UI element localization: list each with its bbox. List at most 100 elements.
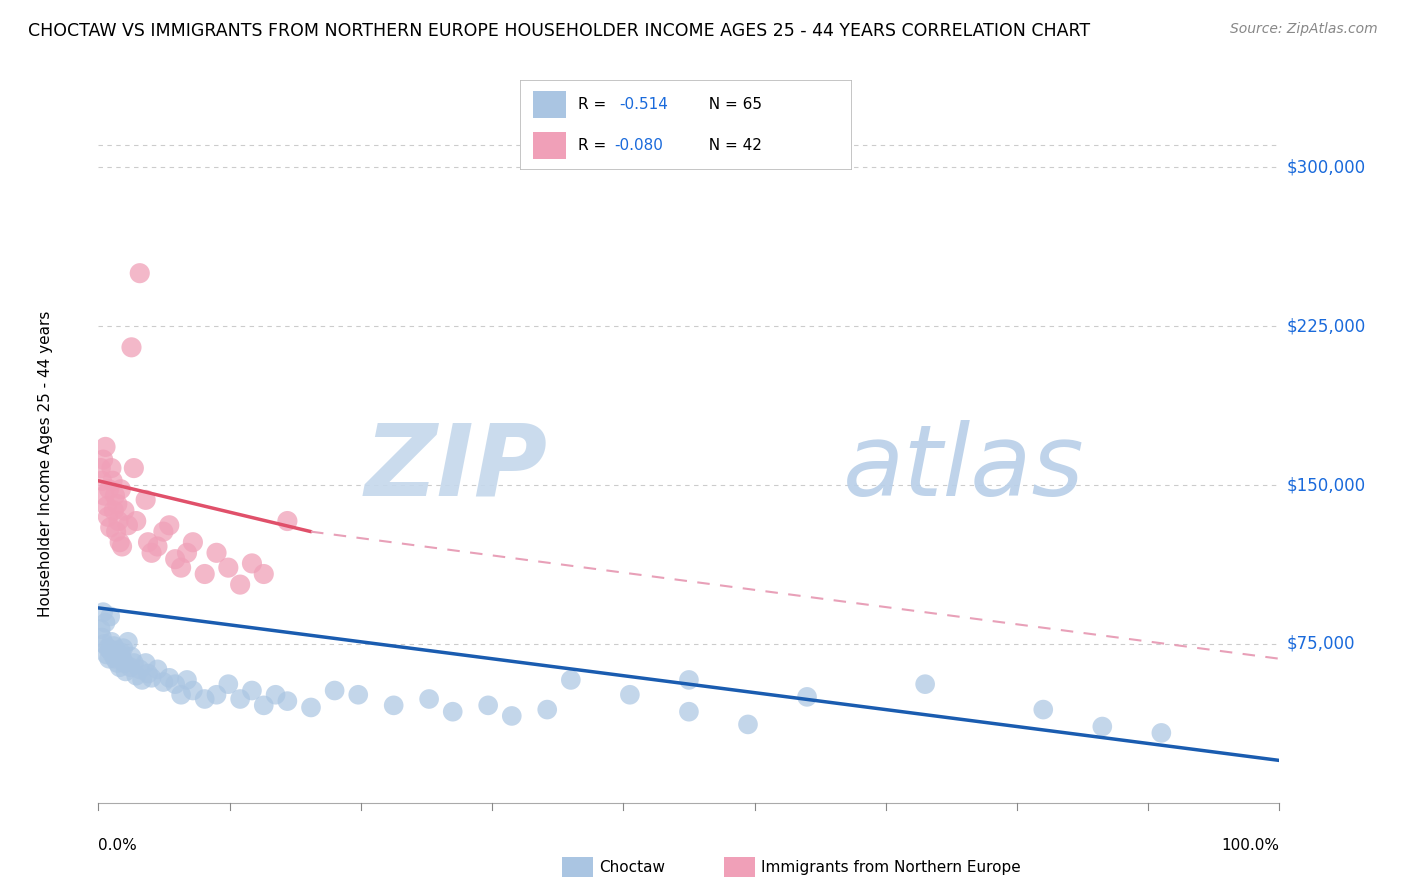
Bar xyxy=(533,132,567,159)
Text: CHOCTAW VS IMMIGRANTS FROM NORTHERN EUROPE HOUSEHOLDER INCOME AGES 25 - 44 YEARS: CHOCTAW VS IMMIGRANTS FROM NORTHERN EURO… xyxy=(28,22,1090,40)
Point xyxy=(152,524,174,539)
Text: atlas: atlas xyxy=(842,419,1084,516)
Point xyxy=(104,651,127,665)
Point xyxy=(91,474,114,488)
Text: Choctaw: Choctaw xyxy=(599,860,665,874)
Point xyxy=(112,656,135,670)
Point xyxy=(264,688,287,702)
Point xyxy=(1091,719,1114,733)
Point xyxy=(121,340,143,354)
Text: -0.080: -0.080 xyxy=(614,138,664,153)
Point xyxy=(217,560,239,574)
Point xyxy=(229,692,252,706)
Point xyxy=(181,683,204,698)
Point xyxy=(117,635,139,649)
Point xyxy=(501,709,523,723)
Point xyxy=(146,540,169,554)
Point xyxy=(240,557,263,571)
Text: N = 65: N = 65 xyxy=(699,97,762,112)
Point xyxy=(107,514,129,528)
Point xyxy=(104,489,127,503)
Point xyxy=(217,677,239,691)
Text: Source: ZipAtlas.com: Source: ZipAtlas.com xyxy=(1230,22,1378,37)
Point xyxy=(110,645,132,659)
Point xyxy=(170,560,193,574)
Point xyxy=(90,461,112,475)
Point xyxy=(91,452,114,467)
Point xyxy=(108,660,131,674)
Point xyxy=(1150,726,1173,740)
Text: $225,000: $225,000 xyxy=(1286,318,1365,335)
Text: R =: R = xyxy=(578,138,612,153)
Point xyxy=(382,698,405,713)
Bar xyxy=(533,91,567,118)
Point xyxy=(125,514,148,528)
Point xyxy=(117,518,139,533)
Point xyxy=(536,703,558,717)
Point xyxy=(240,683,263,698)
Text: ZIP: ZIP xyxy=(364,419,547,516)
Text: N = 42: N = 42 xyxy=(699,138,762,153)
Point xyxy=(103,639,125,653)
Point xyxy=(135,656,157,670)
Point xyxy=(112,503,135,517)
Text: $150,000: $150,000 xyxy=(1286,476,1365,494)
Point xyxy=(152,675,174,690)
Point xyxy=(122,656,145,670)
Point xyxy=(98,609,121,624)
Point xyxy=(98,651,121,665)
Point xyxy=(91,631,114,645)
Point xyxy=(110,482,132,496)
Point xyxy=(125,669,148,683)
Point xyxy=(128,662,150,676)
Point xyxy=(93,637,115,651)
Point xyxy=(678,673,700,687)
Point xyxy=(176,546,198,560)
Point xyxy=(194,692,217,706)
Point xyxy=(323,683,346,698)
Point xyxy=(128,266,150,280)
Point xyxy=(111,651,134,665)
Point xyxy=(105,497,128,511)
Point xyxy=(253,698,276,713)
Point xyxy=(97,509,120,524)
Point xyxy=(299,700,322,714)
Point xyxy=(229,577,252,591)
Text: -0.514: -0.514 xyxy=(620,97,668,112)
Point xyxy=(98,520,121,534)
Text: Immigrants from Northern Europe: Immigrants from Northern Europe xyxy=(761,860,1021,874)
Point xyxy=(96,500,118,514)
Point xyxy=(96,648,118,662)
Point xyxy=(157,518,180,533)
Point xyxy=(98,643,121,657)
Point xyxy=(131,673,153,687)
Text: 100.0%: 100.0% xyxy=(1222,838,1279,854)
Point xyxy=(105,524,128,539)
Text: 0.0%: 0.0% xyxy=(98,838,138,854)
Point xyxy=(914,677,936,691)
Point xyxy=(165,552,187,566)
Point xyxy=(418,692,440,706)
Point xyxy=(122,461,145,475)
Point xyxy=(276,694,298,708)
Point xyxy=(91,605,114,619)
Point xyxy=(120,660,142,674)
Point xyxy=(796,690,818,704)
Point xyxy=(165,677,187,691)
Point xyxy=(678,705,700,719)
Point xyxy=(170,688,193,702)
Point xyxy=(146,662,169,676)
Point xyxy=(157,671,180,685)
Point xyxy=(136,666,159,681)
Point xyxy=(105,643,128,657)
Point xyxy=(276,514,298,528)
Point xyxy=(141,546,163,560)
Point xyxy=(103,503,125,517)
Point xyxy=(441,705,464,719)
Point xyxy=(737,717,759,731)
Point xyxy=(205,688,228,702)
Text: R =: R = xyxy=(578,97,616,112)
Point xyxy=(141,671,163,685)
Text: Householder Income Ages 25 - 44 years: Householder Income Ages 25 - 44 years xyxy=(38,310,53,617)
Point xyxy=(97,641,120,656)
